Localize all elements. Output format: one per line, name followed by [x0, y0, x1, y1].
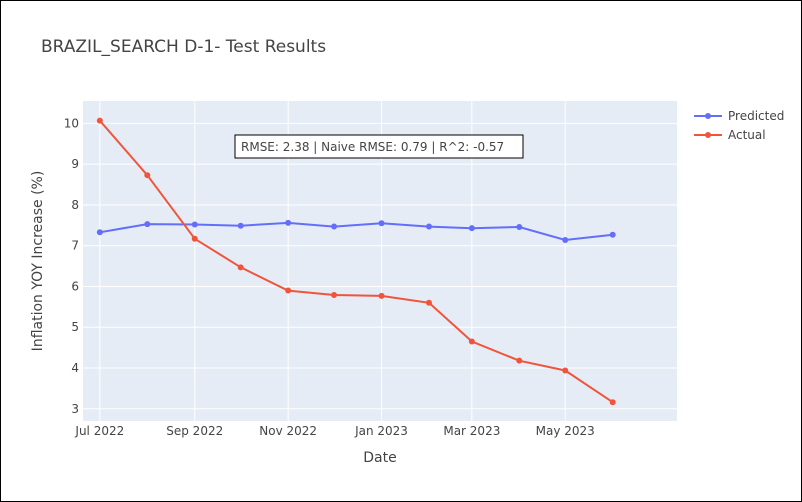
data-point-actual: [425, 299, 432, 306]
data-point-predicted: [285, 219, 292, 226]
data-point-actual: [609, 399, 616, 406]
data-point-predicted: [516, 223, 523, 230]
annotation-box: [234, 134, 524, 159]
y-tick-label: 5: [71, 320, 79, 334]
data-point-predicted: [237, 222, 244, 229]
y-tick-label: 10: [64, 116, 79, 130]
y-tick-labels: 3 4 5 6 7 8 9 10: [64, 116, 79, 415]
grid-lines: [83, 101, 677, 421]
annotation-text: RMSE: 2.38 | Naive RMSE: 0.79 | R^2: -0.…: [241, 140, 504, 154]
x-tick-label: May 2023: [536, 424, 595, 438]
data-point-actual: [96, 117, 103, 124]
data-point-actual: [144, 172, 151, 179]
data-point-actual: [516, 357, 523, 364]
x-tick-labels: Jul 2022 Sep 2022 Nov 2022 Jan 2023 Mar 2023…: [74, 424, 594, 438]
data-point-actual: [331, 292, 338, 299]
data-point-actual: [237, 264, 244, 271]
series-layer: [96, 117, 616, 406]
data-point-predicted: [562, 237, 569, 244]
data-point-actual: [562, 367, 569, 374]
data-point-predicted: [191, 221, 198, 228]
legend-label-predicted: Predicted: [728, 109, 784, 123]
y-tick-label: 6: [71, 279, 79, 293]
chart-title: BRAZIL_SEARCH D-1- Test Results: [41, 37, 326, 57]
series-line-predicted: [99, 221, 613, 242]
x-tick-label: Jan 2023: [354, 424, 408, 438]
x-tick-label: Sep 2022: [166, 424, 223, 438]
y-tick-label: 3: [71, 402, 79, 416]
data-point-predicted: [425, 223, 432, 230]
y-tick-label: 9: [71, 157, 79, 171]
data-point-predicted: [96, 229, 103, 236]
data-point-predicted: [331, 223, 338, 230]
data-point-predicted: [144, 221, 151, 228]
y-tick-label: 8: [71, 198, 79, 212]
data-point-actual: [378, 292, 385, 299]
series-line-actual: [99, 119, 614, 404]
x-axis-title: Date: [363, 450, 396, 466]
data-point-predicted: [378, 220, 385, 227]
y-tick-label: 7: [71, 239, 79, 253]
legend[interactable]: Predicted Actual: [694, 109, 784, 142]
legend-marker-predicted: [705, 113, 711, 119]
x-tick-label: Nov 2022: [259, 424, 317, 438]
data-point-actual: [468, 338, 475, 345]
y-tick-label: 4: [71, 361, 79, 375]
data-point-actual: [191, 235, 198, 242]
legend-label-actual: Actual: [728, 128, 766, 142]
data-point-predicted: [609, 231, 616, 238]
stats-annotation: RMSE: 2.38 | Naive RMSE: 0.79 | R^2: -0.…: [234, 134, 524, 159]
y-axis-title: Inflation YOY Increase (%): [30, 171, 46, 352]
x-tick-label: Jul 2022: [74, 424, 124, 438]
data-point-actual: [285, 287, 292, 294]
x-tick-label: Mar 2023: [443, 424, 500, 438]
legend-item-actual[interactable]: Actual: [694, 128, 766, 142]
legend-marker-actual: [705, 132, 711, 138]
data-point-predicted: [468, 225, 475, 232]
legend-item-predicted[interactable]: Predicted: [694, 109, 784, 123]
